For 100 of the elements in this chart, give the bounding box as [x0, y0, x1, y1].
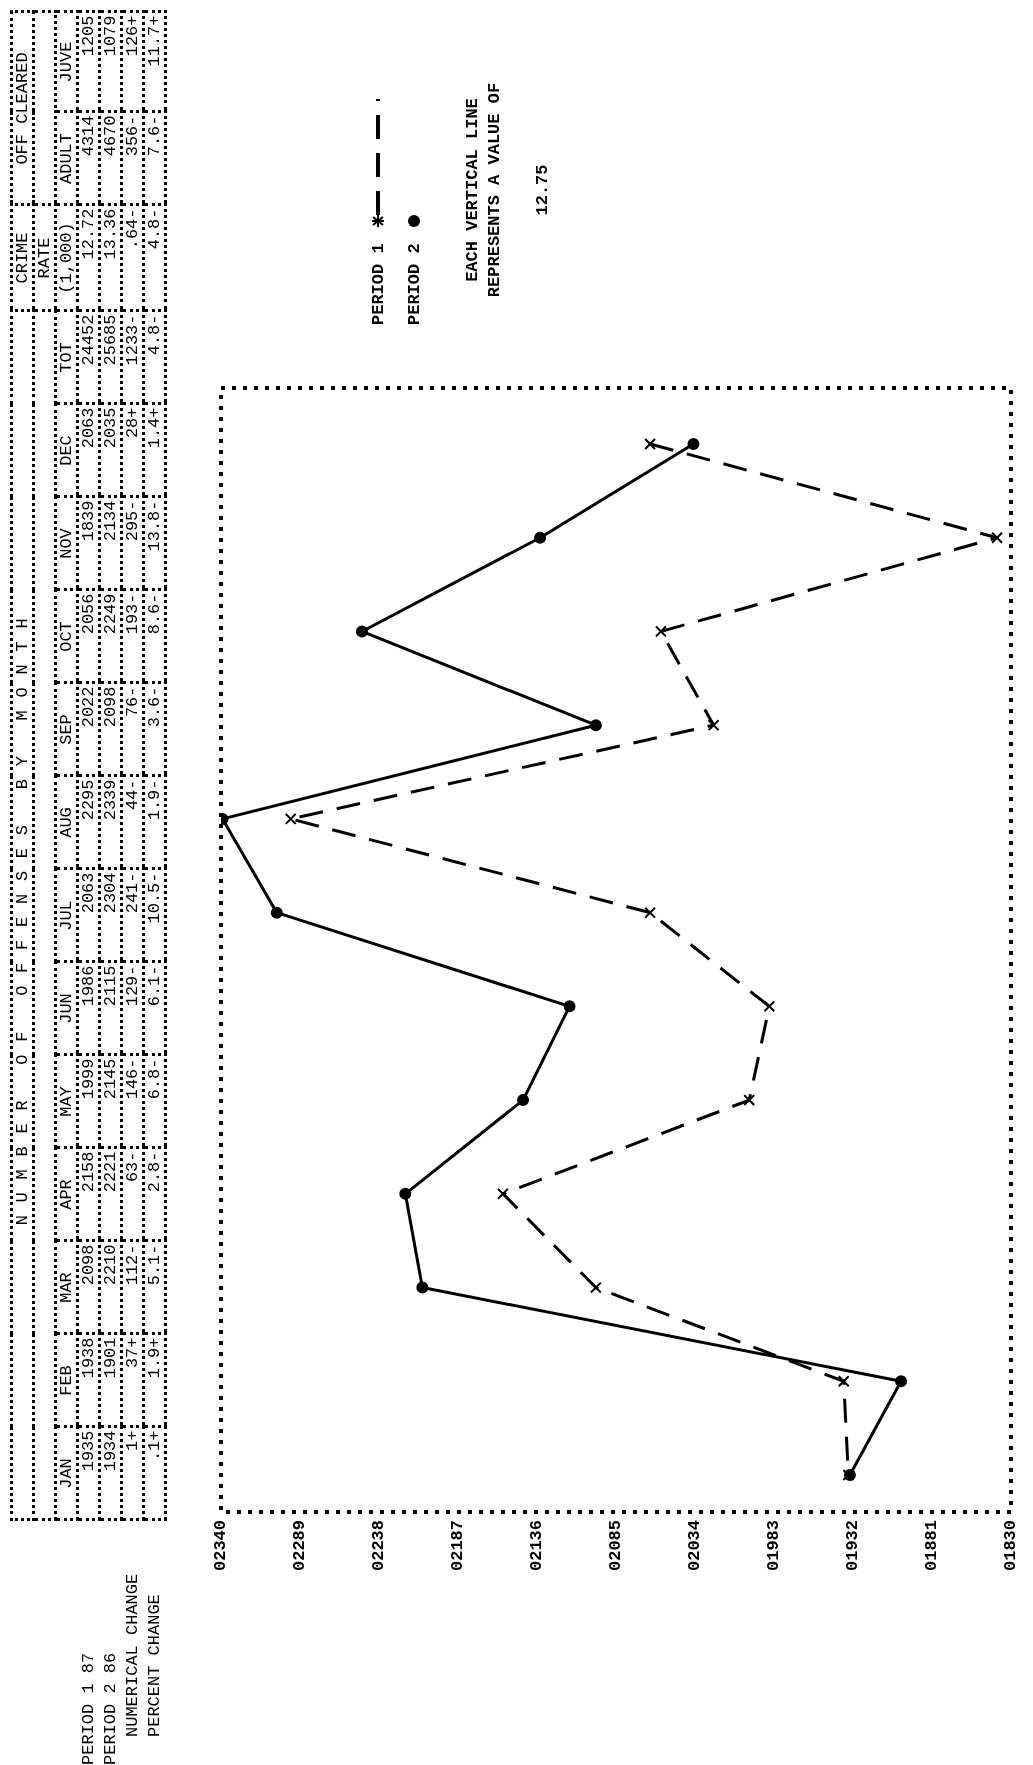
data-label: 2339: [99, 776, 122, 869]
legend-label: PERIOD 1: [368, 243, 388, 325]
data-label: 2022: [77, 683, 100, 776]
text: 146-: [121, 1055, 144, 1148]
data-label: 2098: [77, 1241, 100, 1334]
y-tick-label: JUL: [55, 869, 78, 962]
text: .1+: [143, 1427, 166, 1520]
x-tick-label: 01983: [764, 1520, 784, 1572]
text: 1.9-: [143, 776, 166, 869]
y-tick-label: DEC: [55, 404, 78, 497]
text: 1233-: [121, 311, 144, 404]
point: [644, 438, 657, 450]
text: 193-: [121, 590, 144, 683]
text: 112-: [121, 1241, 144, 1334]
x-tick-label: 01830: [1001, 1520, 1021, 1572]
data-label: 1901: [99, 1334, 122, 1427]
text: 1.4+: [143, 404, 166, 497]
y-tick-label: APR: [55, 1148, 78, 1241]
legend-label: PERIOD 2: [404, 243, 424, 325]
y-tick-label: NOV: [55, 497, 78, 590]
point: [589, 1281, 602, 1294]
text: 86: [101, 1652, 120, 1674]
text: 25685: [99, 311, 122, 404]
text: 241-: [121, 869, 144, 962]
text: (1,000): [55, 205, 78, 311]
data-label: 1934: [99, 1427, 122, 1520]
text: PERCENT CHANGE: [144, 1593, 165, 1739]
point: [534, 531, 547, 544]
text: 1079: [99, 12, 122, 112]
text: 8.6-: [143, 590, 166, 683]
x-tick-label: 01932: [843, 1520, 863, 1572]
point: [687, 438, 700, 450]
point: [284, 812, 297, 825]
text: 6.8-: [143, 1055, 166, 1148]
text: 3.6-: [143, 683, 166, 776]
text: 63-: [121, 1148, 144, 1241]
point: [416, 1281, 429, 1294]
data-label: 1938: [77, 1334, 100, 1427]
text: EACH VERTICAL LINE REPRESENTS A VALUE OF: [462, 81, 505, 300]
y-tick-label: AUG: [55, 776, 78, 869]
data-label: 2145: [99, 1055, 122, 1148]
text: 1205: [77, 12, 100, 112]
text: 126+: [121, 12, 144, 112]
point: [743, 1094, 756, 1107]
text: 4.8-: [143, 205, 166, 311]
y-tick-label: JAN: [55, 1427, 78, 1520]
point: [895, 1375, 908, 1388]
data-label: 2304: [99, 869, 122, 962]
text: 13.8-: [143, 497, 166, 590]
text: 1+: [121, 1427, 144, 1520]
text: 87: [79, 1652, 98, 1674]
data-label: 2221: [99, 1148, 122, 1241]
data-label: 2056: [77, 590, 100, 683]
text: 44-: [121, 776, 144, 869]
text: 7.6-: [143, 112, 166, 205]
data-label: 2295: [77, 776, 100, 869]
text: 10.5-: [143, 869, 166, 962]
y-tick-label: JUN: [55, 962, 78, 1055]
text: 12.75: [532, 163, 553, 218]
data-label: 2134: [99, 497, 122, 590]
text: 6.1-: [143, 962, 166, 1055]
point: [270, 906, 283, 919]
text: 129-: [121, 962, 144, 1055]
x-tick-label: 02340: [211, 1520, 231, 1572]
point: [399, 1187, 412, 1200]
text: 12.72: [77, 205, 100, 311]
text: JUVE: [55, 12, 78, 112]
y-tick-label: MAR: [55, 1241, 78, 1334]
text: PERIOD 1: [79, 1683, 98, 1765]
point: [991, 531, 1004, 544]
data-label: 1999: [77, 1055, 100, 1148]
data-label: 2158: [77, 1148, 100, 1241]
point: [563, 1000, 576, 1013]
x-tick-label: 02238: [369, 1520, 389, 1572]
data-label: 2249: [99, 590, 122, 683]
text: 76-: [121, 683, 144, 776]
y-tick-label: OCT: [55, 590, 78, 683]
y-tick-label: FEB: [55, 1334, 78, 1427]
y-tick-label: SEP: [55, 683, 78, 776]
point: [644, 906, 657, 919]
data-label: 2115: [99, 962, 122, 1055]
point: [589, 719, 602, 732]
point: [763, 1000, 776, 1013]
data-label: 2063: [77, 869, 100, 962]
text: 4.8-: [143, 311, 166, 404]
text: RATE: [33, 205, 56, 311]
text: TOT: [55, 311, 78, 404]
data-label: 2098: [99, 683, 122, 776]
text: 1.9+: [143, 1334, 166, 1427]
x-tick-label: 02085: [606, 1520, 626, 1572]
data-label: 1986: [77, 962, 100, 1055]
point: [496, 1187, 509, 1200]
text: 37+: [121, 1334, 144, 1427]
text: 4314: [77, 112, 100, 205]
text: 2.8-: [143, 1148, 166, 1241]
point: [654, 625, 667, 638]
text: 5.1-: [143, 1241, 166, 1334]
data-label: 2063: [77, 404, 100, 497]
data-label: 1839: [77, 497, 100, 590]
data-label: 2035: [99, 404, 122, 497]
